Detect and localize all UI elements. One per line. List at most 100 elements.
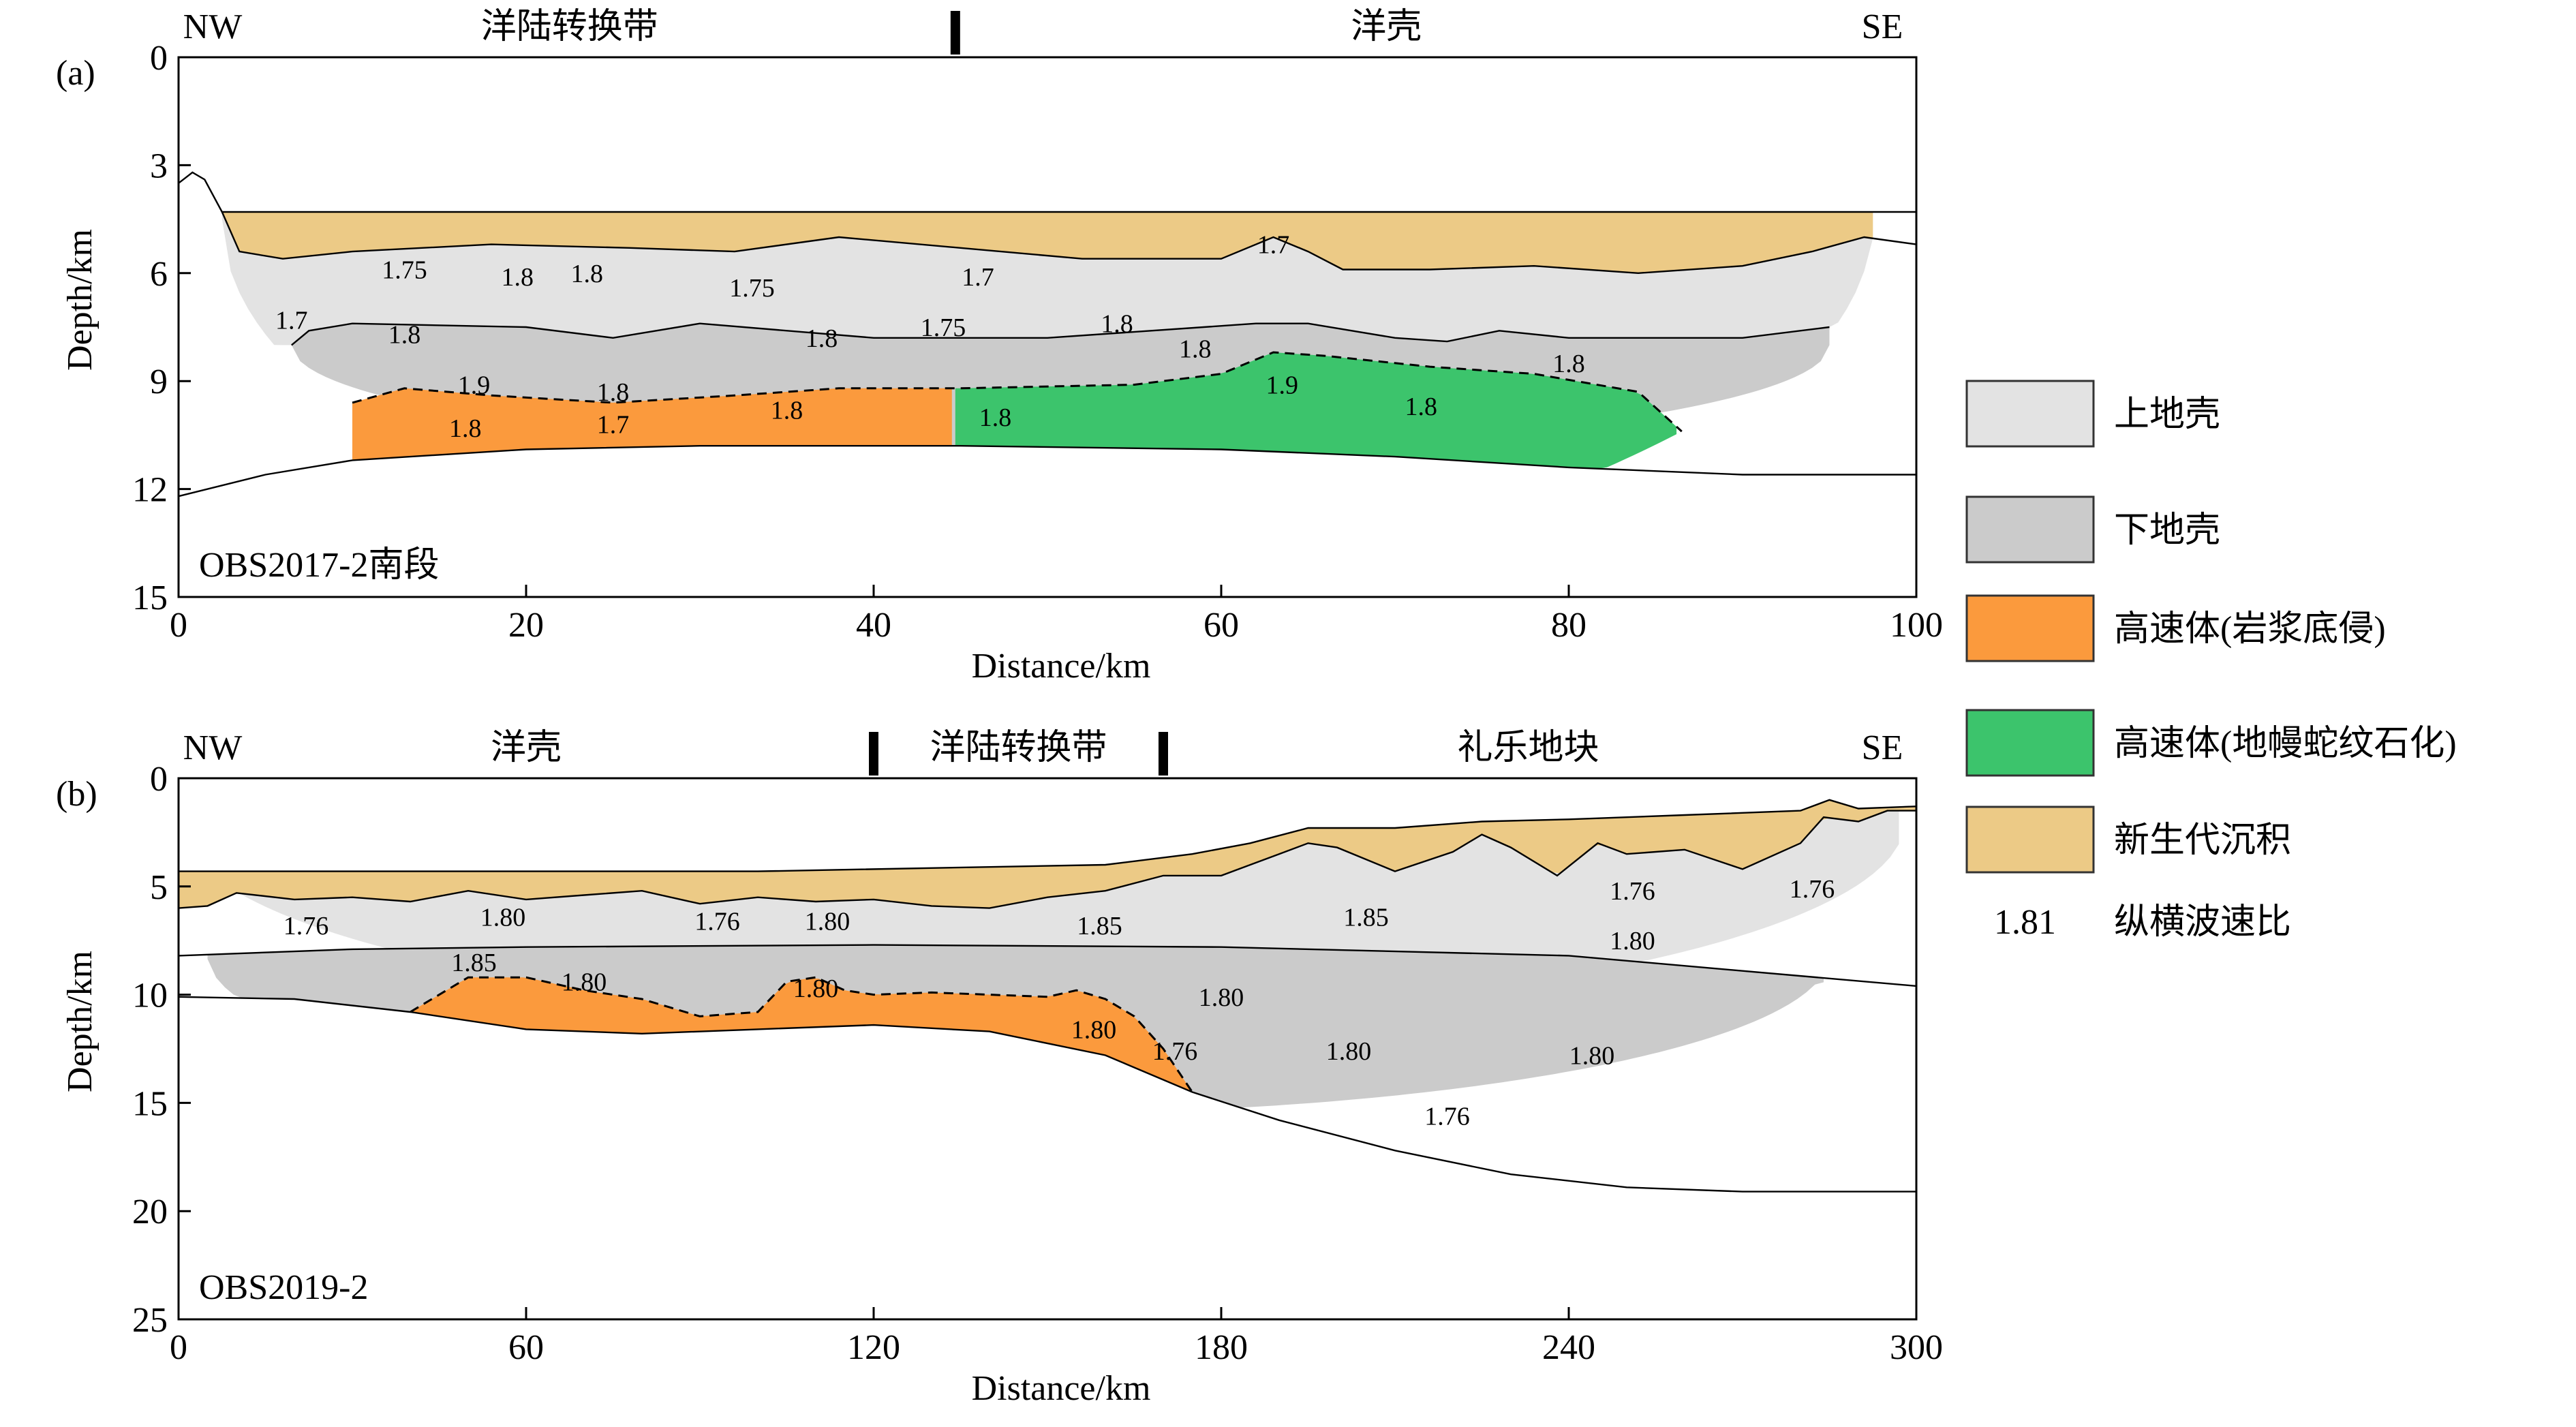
- zone-boundary-marker: [869, 732, 878, 776]
- ratio-label: 1.8: [1101, 310, 1133, 339]
- upper-crust-area: [179, 810, 1899, 962]
- axes-frame: [177, 777, 1918, 1321]
- x-tick-label: 300: [1890, 1328, 1943, 1367]
- y-tick-label: 3: [150, 147, 168, 185]
- x-tick-label: 120: [847, 1328, 900, 1367]
- ratio-label: 1.8: [771, 396, 803, 425]
- profile-label: OBS2017-2南段: [199, 546, 439, 585]
- legend-swatch-hv2: [1965, 709, 2095, 777]
- ratio-label: 1.75: [382, 256, 427, 285]
- ratio-label: 1.8: [388, 321, 421, 350]
- ratio-label: 1.9: [458, 371, 491, 399]
- legend-label-upper: 上地壳: [2114, 395, 2220, 434]
- moho-line: [178, 996, 1916, 1193]
- legend-label-lower: 下地壳: [2114, 511, 2220, 550]
- legend-swatch-upper: [1965, 380, 2095, 448]
- zone-label: 礼乐地块: [1457, 728, 1599, 767]
- y-axis-label: Depth/km: [61, 951, 99, 1092]
- zone-label: 洋壳: [1351, 7, 1422, 46]
- y-tick-label: 5: [150, 868, 168, 907]
- panel-label: (b): [56, 775, 97, 814]
- y-tick-label: 15: [132, 579, 168, 617]
- y-tick-label: 0: [150, 760, 168, 799]
- x-tick-label: 240: [1542, 1328, 1595, 1367]
- ratio-label: 1.76: [1790, 875, 1835, 904]
- ratio-label: 1.76: [1152, 1037, 1198, 1066]
- ratio-label: 1.76: [283, 912, 329, 940]
- ratio-label: 1.8: [1179, 335, 1212, 364]
- seafloor-line: [178, 171, 1916, 213]
- ratio-label: 1.80: [793, 975, 839, 1003]
- ratio-label: 1.75: [729, 274, 775, 303]
- x-tick-label: 100: [1890, 606, 1943, 645]
- upper-lower-crust-line: [291, 322, 1830, 346]
- ratio-label: 1.85: [451, 949, 497, 977]
- direction-right-label: SE: [1862, 7, 1903, 46]
- panel-b: 0 60 120 180 240 300 0 5 10 15 20 25 Distance/km Dept…: [56, 728, 1943, 1408]
- zone-label: 洋陆转换带: [481, 7, 658, 46]
- sediment-area: [179, 799, 1916, 908]
- seafloor-line: [179, 799, 1917, 872]
- high-velocity-top-line: [410, 976, 1193, 1093]
- ratio-label: 1.8: [1405, 393, 1438, 421]
- ratio-label: 1.85: [1343, 903, 1389, 932]
- upper-lower-crust-line: [178, 944, 1917, 987]
- direction-left-label: NW: [183, 728, 243, 767]
- ratio-label: 1.8: [449, 414, 482, 443]
- legend-swatch-sed: [1965, 805, 2095, 874]
- lower-crust-gap-2: [1597, 1044, 1795, 1179]
- y-tick-label: 20: [132, 1193, 168, 1231]
- ratio-label: 1.8: [597, 378, 630, 407]
- panel-a: 0 20 40 60 80 100 0 3 6 9 12 15 Distance/km Depth/km (…: [56, 7, 1943, 686]
- legend-swatch-lower: [1965, 495, 2095, 564]
- basement-line: [221, 211, 1917, 275]
- ratio-label: 1.7: [962, 263, 994, 292]
- upper-crust-area: [221, 212, 1873, 346]
- ratio-label: 1.76: [1610, 877, 1655, 906]
- legend-label-sed: 新生代沉积: [2114, 821, 2291, 860]
- ratio-label: 1.76: [694, 908, 740, 936]
- ratio-label: 1.7: [275, 306, 308, 335]
- ratio-label: 1.75: [921, 313, 966, 342]
- ratio-label: 1.8: [571, 260, 604, 288]
- lower-crust-gap-1: [1522, 1044, 1719, 1179]
- ratio-label: 1.80: [562, 968, 607, 997]
- ratio-label: 1.80: [1326, 1037, 1372, 1066]
- profile-label: OBS2019-2: [199, 1268, 368, 1307]
- x-tick-label: 60: [508, 1328, 544, 1367]
- ratio-label: 1.80: [1199, 983, 1244, 1012]
- high-velocity-underplating-area: [410, 977, 1193, 1092]
- x-axis-label: Distance/km: [972, 1369, 1151, 1408]
- zone-boundary-marker: [950, 11, 960, 55]
- y-tick-label: 6: [150, 255, 168, 294]
- high-velocity-serpentinite-area: [955, 352, 1677, 469]
- x-tick-label: 40: [856, 606, 891, 645]
- x-tick-label: 0: [170, 606, 187, 645]
- x-tick-label: 20: [508, 606, 544, 645]
- y-axis-label: Depth/km: [61, 229, 99, 371]
- ratio-label: 1.8: [502, 263, 534, 292]
- y-tick-label: 12: [132, 471, 168, 510]
- legend-label-hv1: 高速体(岩浆底侵): [2114, 610, 2386, 649]
- axes-frame: [177, 56, 1918, 598]
- zone-boundary-marker: [1159, 732, 1168, 776]
- sediment-area: [221, 212, 1873, 273]
- ratio-label: 1.80: [1569, 1042, 1615, 1071]
- ratio-label: 1.76: [1424, 1102, 1470, 1131]
- ratio-label: 1.85: [1077, 912, 1122, 940]
- ratio-label: 1.7: [1257, 231, 1290, 260]
- legend-ratio-sample: 1.81: [1994, 903, 2056, 942]
- ratio-label: 1.80: [1071, 1015, 1117, 1044]
- y-tick-label: 9: [150, 363, 168, 401]
- panel-label: (a): [56, 54, 95, 93]
- ratio-label: 1.8: [806, 324, 838, 353]
- x-tick-label: 180: [1195, 1328, 1248, 1367]
- legend-label-hv2: 高速体(地幔蛇纹石化): [2114, 724, 2457, 763]
- direction-right-label: SE: [1862, 728, 1903, 767]
- high-velocity-underplating-area: [352, 388, 952, 461]
- y-tick-label: 0: [150, 39, 168, 78]
- basement-line: [178, 810, 1916, 909]
- ratio-label: 1.8: [979, 403, 1012, 432]
- x-tick-label: 80: [1551, 606, 1586, 645]
